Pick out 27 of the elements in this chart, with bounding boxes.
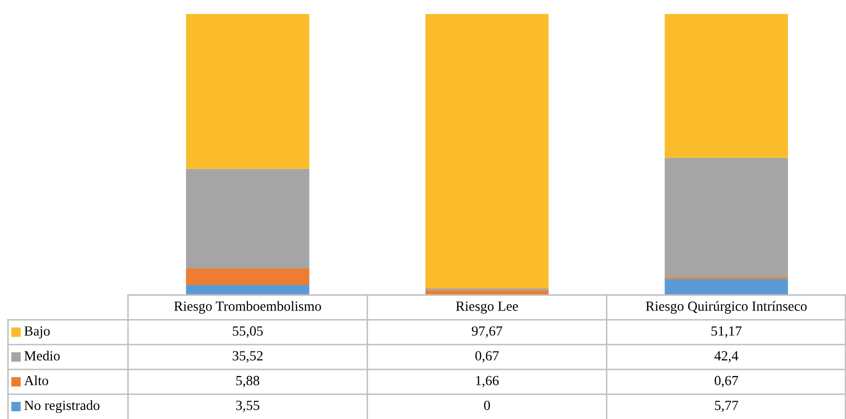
data-label: 55,05: [232, 326, 263, 338]
data-label: 0,67: [714, 376, 738, 388]
data-label: 0: [484, 400, 490, 410]
data-label: 3,55: [236, 400, 260, 412]
data-label: 97,67: [472, 326, 502, 338]
x-tick-label: Riesgo Tromboembolismo: [174, 301, 322, 314]
bar: [186, 285, 310, 295]
bar: [425, 14, 549, 288]
legend-label: Alto: [24, 376, 48, 386]
legend-label: No registrado: [24, 400, 100, 413]
bar: [664, 278, 788, 295]
data-label: 1,66: [476, 376, 499, 388]
data-label: 42,4: [714, 351, 738, 362]
legend-label: Medio: [24, 350, 60, 360]
x-tick-label: Riesgo Lee: [456, 302, 518, 314]
data-label: 51,17: [712, 326, 742, 338]
bar: [664, 158, 788, 277]
bar: [186, 14, 310, 169]
data-label: 5,88: [236, 376, 260, 388]
data-label: 0,67: [475, 351, 499, 362]
data-label: 35,52: [232, 351, 263, 362]
legend-label: Bajo: [24, 326, 50, 338]
bar: [186, 168, 310, 269]
data-label: 5,77: [714, 400, 738, 412]
x-tick-label: Riesgo Quirúrgico Intrínseco: [646, 301, 807, 314]
bar: [186, 268, 310, 286]
bar: [664, 14, 788, 158]
